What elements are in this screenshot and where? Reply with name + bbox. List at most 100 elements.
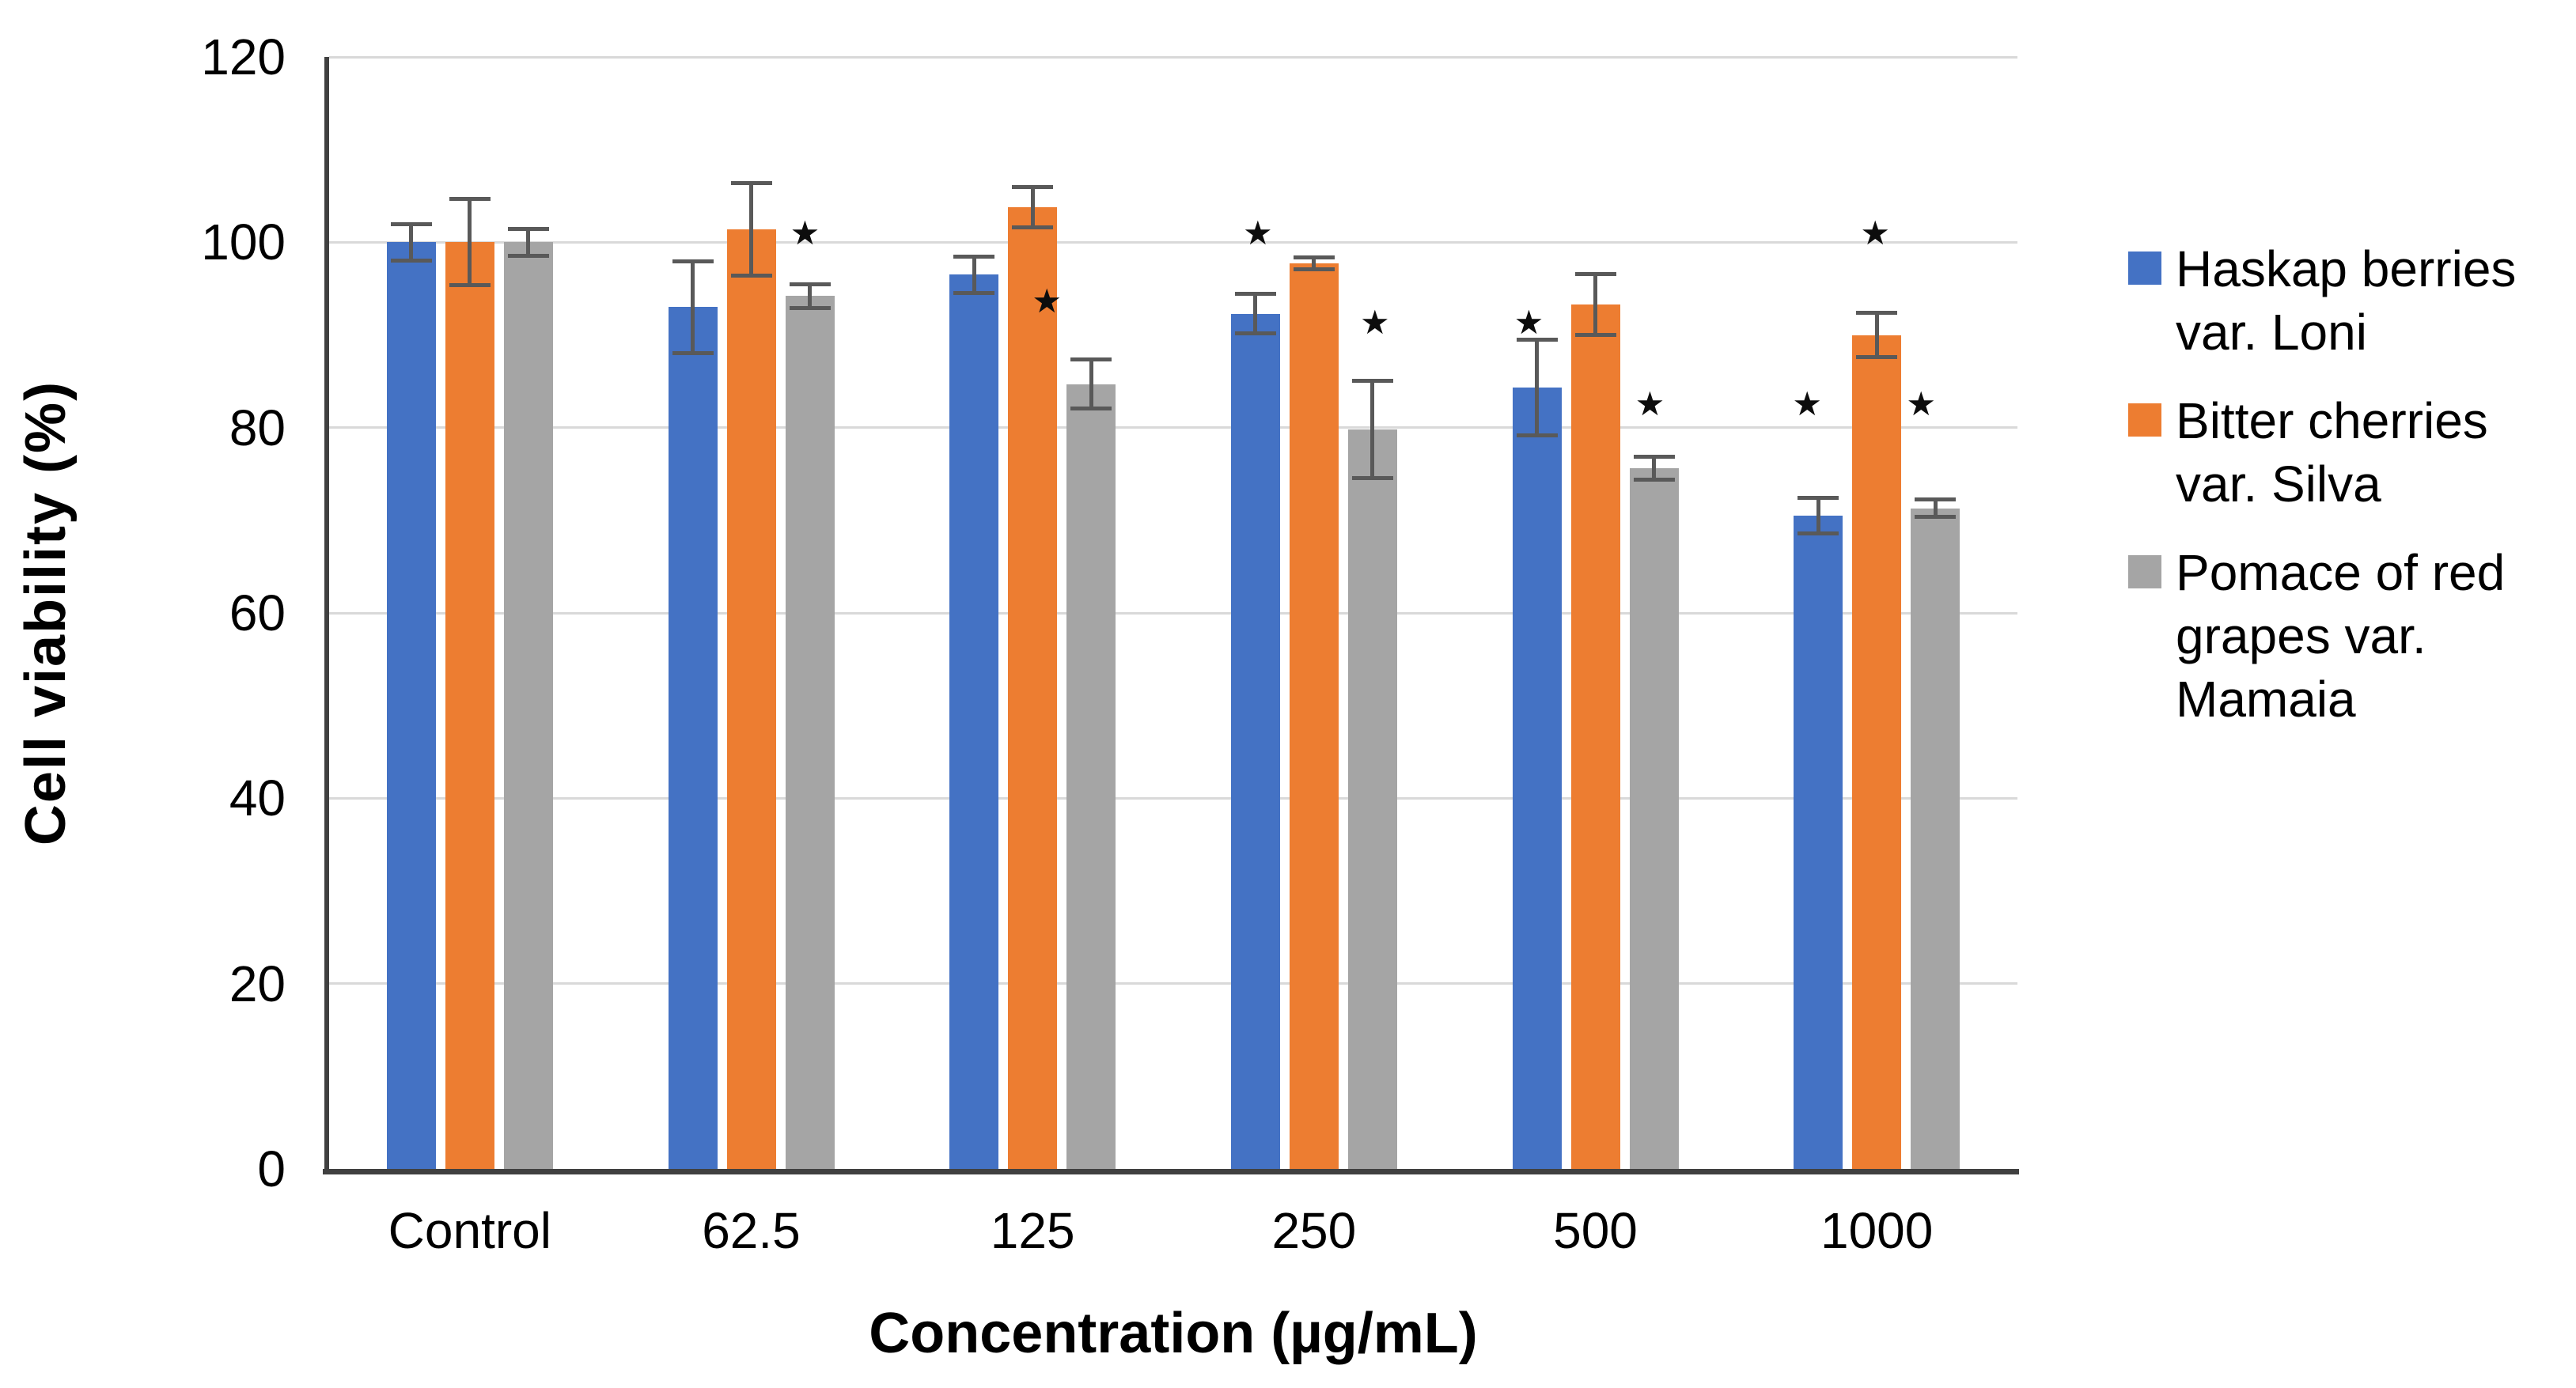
error-bar-series2-500 (1593, 274, 1597, 335)
bar-series2-1000 (1852, 335, 1902, 1169)
bar-series2-125 (1008, 206, 1058, 1169)
error-bar-series3-Control (526, 228, 531, 256)
legend-marker-icon (2128, 252, 2161, 285)
error-bar-cap-bottom (730, 273, 772, 278)
error-bar-cap-top (953, 254, 995, 259)
y-tick-label-20: 20 (229, 955, 286, 1012)
bar-series2-Control (445, 242, 494, 1169)
bar-series1-125 (949, 274, 999, 1169)
error-bar-series1-62.5 (691, 260, 695, 354)
bar-series2-500 (1570, 304, 1620, 1169)
error-bar-cap-bottom (672, 350, 714, 355)
error-bar-series3-250 (1370, 380, 1375, 479)
error-bar-cap-bottom (507, 253, 549, 258)
error-bar-series1-250 (1253, 293, 1258, 335)
error-bar-cap-top (1516, 338, 1558, 342)
error-bar-cap-bottom (1516, 433, 1558, 438)
error-bar-series1-125 (972, 255, 976, 293)
legend-marker-icon (2128, 403, 2161, 437)
bar-series3-250 (1347, 429, 1397, 1169)
error-bar-series3-500 (1652, 456, 1656, 481)
y-tick-label-0: 0 (257, 1140, 286, 1197)
legend: Haskap berries var. Loni Bitter cherries … (2128, 237, 2555, 756)
x-tick-label-62.5: 62.5 (702, 1202, 801, 1259)
error-bar-cap-top (672, 259, 714, 263)
significance-marker-series3-1000: ★ (1906, 385, 1936, 423)
y-tick-label-120: 120 (201, 28, 286, 85)
x-tick-label-250: 250 (1271, 1202, 1357, 1259)
gridline-120 (329, 55, 2017, 59)
x-axis-title: Concentration (µg/mL) (869, 1302, 1478, 1365)
y-axis-line (324, 57, 329, 1174)
error-bar-cap-top (1234, 291, 1276, 296)
error-bar-cap-top (1856, 311, 1898, 316)
gridline-40 (329, 796, 2017, 800)
y-axis-title: Cell viability (%) (14, 380, 78, 846)
error-bar-cap-top (789, 282, 831, 287)
error-bar-cap-top (1012, 185, 1054, 190)
error-bar-cap-top (1070, 357, 1112, 361)
significance-marker-series1-1000: ★ (1792, 385, 1822, 423)
error-bar-series2-1000 (1874, 312, 1879, 357)
error-bar-cap-bottom (1293, 267, 1335, 272)
error-bar-cap-top (1293, 255, 1335, 260)
legend-label: Haskap berries var. Loni (2176, 240, 2517, 361)
error-bar-cap-top (507, 226, 549, 231)
bar-series1-1000 (1794, 515, 1843, 1169)
error-bar-cap-top (1574, 272, 1616, 277)
legend-item-1: Haskap berries var. Loni (2128, 237, 2555, 364)
significance-marker-series3-125: ★ (1032, 282, 1062, 320)
error-bar-cap-bottom (953, 290, 995, 295)
y-tick-label-60: 60 (229, 584, 286, 641)
y-tick-label-40: 40 (229, 770, 286, 827)
significance-marker-series2-1000: ★ (1860, 214, 1890, 252)
legend-label: Bitter cherries var. Silva (2176, 392, 2488, 512)
x-axis-line (323, 1169, 2019, 1174)
error-bar-cap-bottom (1798, 531, 1839, 536)
legend-marker-icon (2128, 555, 2161, 588)
error-bar-cap-bottom (1574, 332, 1616, 337)
legend-item-3: Pomace of red grapes var. Mamaia (2128, 541, 2555, 731)
gridline-80 (329, 426, 2017, 429)
y-tick-label-100: 100 (201, 214, 286, 271)
bar-series2-62.5 (726, 229, 776, 1169)
bar-series1-500 (1512, 388, 1562, 1169)
significance-marker-series1-500: ★ (1513, 304, 1544, 342)
error-bar-cap-top (1351, 378, 1393, 383)
x-tick-label-Control: Control (388, 1202, 551, 1259)
gridline-100 (329, 240, 2017, 244)
error-bar-cap-bottom (1351, 476, 1393, 481)
bar-series3-1000 (1911, 508, 1960, 1169)
error-bar-series2-125 (1030, 187, 1035, 228)
bar-series3-125 (1066, 384, 1116, 1169)
significance-marker-series3-62.5: ★ (790, 214, 820, 252)
bar-series3-500 (1629, 468, 1679, 1169)
error-bar-series3-62.5 (808, 284, 812, 308)
error-bar-cap-top (1798, 495, 1839, 500)
bar-series1-250 (1230, 313, 1280, 1169)
error-bar-series3-125 (1089, 358, 1093, 410)
error-bar-cap-top (390, 221, 432, 226)
x-tick-label-1000: 1000 (1820, 1202, 1934, 1259)
error-bar-cap-bottom (1915, 515, 1957, 520)
error-bar-series2-250 (1312, 257, 1316, 270)
x-tick-label-500: 500 (1553, 1202, 1638, 1259)
error-bar-series1-1000 (1816, 497, 1820, 535)
significance-marker-series3-500: ★ (1635, 385, 1665, 423)
error-bar-series2-62.5 (749, 183, 753, 276)
significance-marker-series1-250: ★ (1243, 214, 1273, 252)
gridline-60 (329, 611, 2017, 615)
error-bar-cap-top (1633, 454, 1675, 459)
error-bar-cap-bottom (1012, 225, 1054, 229)
error-bar-cap-bottom (789, 305, 831, 310)
error-bar-cap-bottom (1633, 478, 1675, 482)
error-bar-series2-Control (468, 199, 472, 286)
error-bar-cap-top (730, 181, 772, 186)
error-bar-cap-top (1915, 497, 1957, 501)
x-tick-label-125: 125 (990, 1202, 1075, 1259)
error-bar-cap-bottom (449, 283, 491, 288)
error-bar-cap-top (449, 197, 491, 202)
error-bar-series1-Control (409, 223, 414, 261)
legend-label: Pomace of red grapes var. Mamaia (2176, 544, 2506, 728)
